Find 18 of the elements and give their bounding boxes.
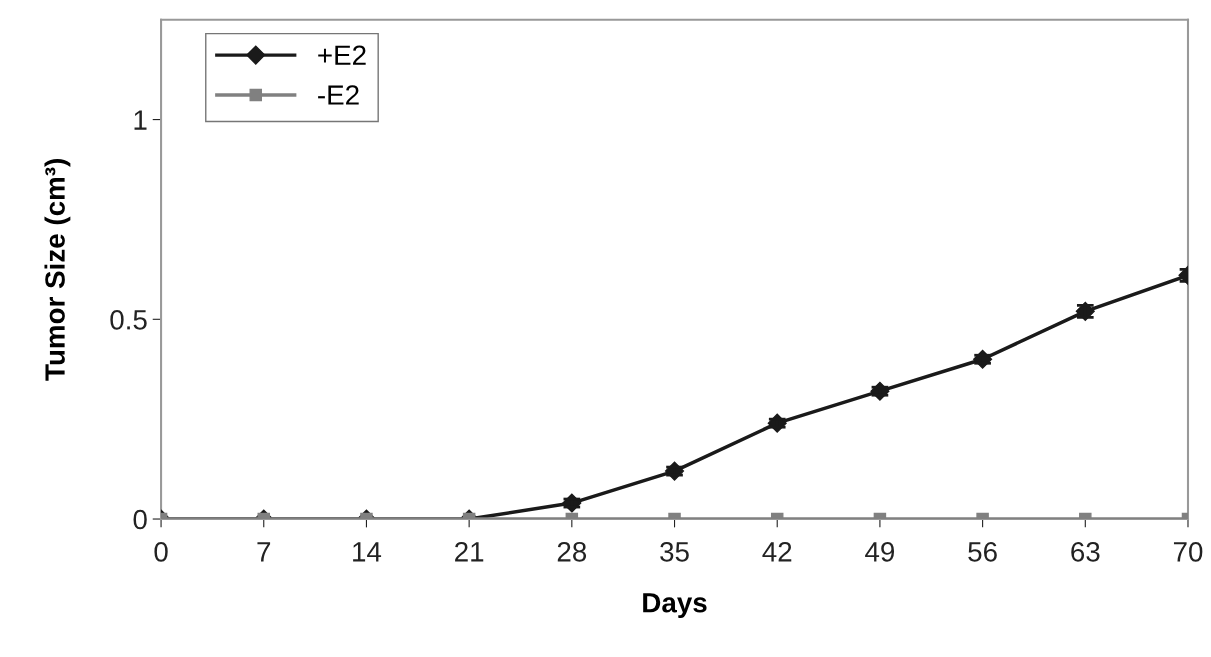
x-tick-label: 63	[1071, 541, 1100, 562]
y-axis-title: Tumor Size (cm³)	[44, 159, 71, 381]
x-tick-label: 0	[154, 541, 168, 562]
x-tick-label: 35	[660, 541, 689, 562]
x-tick-label: 56	[968, 541, 997, 562]
x-tick-label: 21	[455, 541, 484, 562]
x-tick-label: 42	[762, 541, 792, 562]
legend-label: -E2	[318, 85, 359, 105]
y-tick-label: 1	[134, 110, 147, 130]
y-tick-label: 0	[133, 509, 147, 530]
legend-label: +E2	[318, 45, 366, 65]
x-tick-label: 7	[257, 542, 271, 562]
x-tick-label: 70	[1173, 541, 1203, 562]
y-tick-label: 0.5	[110, 309, 147, 330]
x-axis-title: Days	[643, 593, 707, 619]
x-tick-label: 14	[353, 542, 382, 562]
x-tick-label: 49	[865, 541, 895, 562]
x-tick-label: 28	[557, 541, 587, 562]
